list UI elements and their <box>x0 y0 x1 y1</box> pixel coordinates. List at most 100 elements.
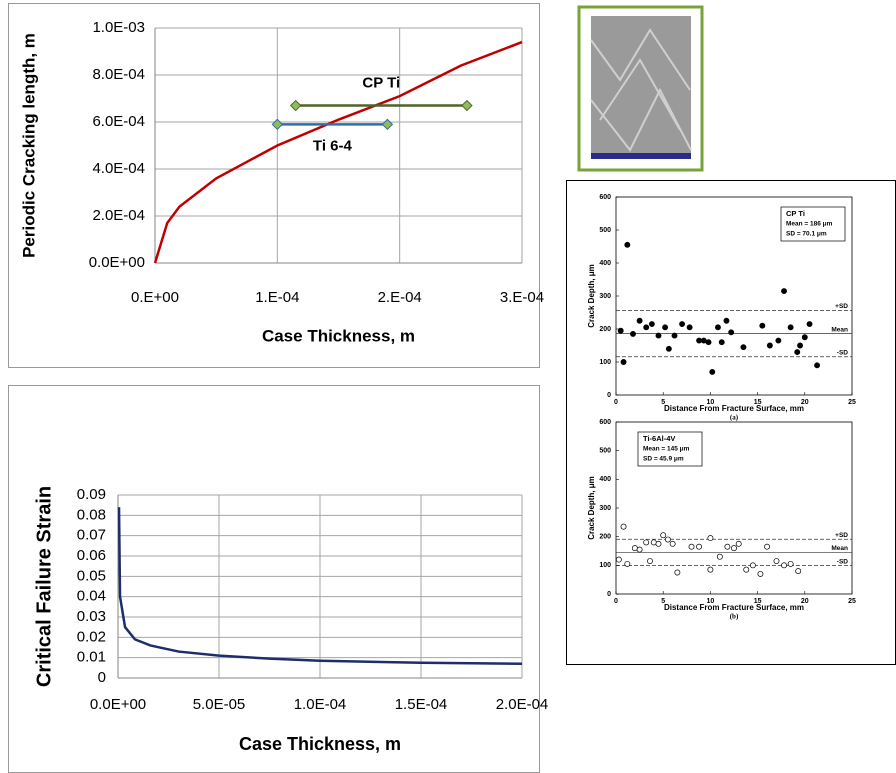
y-tick-label: 100 <box>599 562 611 569</box>
point <box>696 543 703 550</box>
y-tick-label: 0.03 <box>77 608 106 625</box>
point <box>731 545 737 552</box>
y-tick-label: 6.0E-04 <box>92 113 145 130</box>
point <box>794 349 801 356</box>
chart-frame <box>8 385 540 773</box>
y-tick-label: 0.07 <box>77 527 106 544</box>
point <box>647 558 653 564</box>
point <box>740 344 747 351</box>
point <box>795 568 802 575</box>
point <box>620 523 627 530</box>
y-tick-label: 1.0E-03 <box>92 19 145 36</box>
point <box>664 536 671 543</box>
x-tick-label: 3.E-04 <box>500 289 544 306</box>
x-axis-title: Case Thickness, m <box>239 734 401 754</box>
point <box>674 569 681 576</box>
point <box>688 543 695 550</box>
y-tick-label: 0.09 <box>77 486 106 503</box>
x-tick-label: 1.5E-04 <box>395 696 448 713</box>
legend-text: CP Ti <box>786 209 805 218</box>
data-line <box>117 507 523 666</box>
point <box>636 317 643 324</box>
y-tick-label: 0.0E+00 <box>89 254 145 271</box>
marker <box>461 99 473 112</box>
y-tick-label: 4.0E-04 <box>92 160 145 177</box>
point <box>775 337 782 344</box>
point <box>764 543 770 550</box>
x-axis-title: Case Thickness, m <box>262 326 415 345</box>
series-label: Ti 6-4 <box>313 137 353 154</box>
image-texture <box>590 28 692 152</box>
reference-label: -SD <box>837 349 849 356</box>
point <box>766 342 773 349</box>
point <box>655 540 662 547</box>
x-tick-label: 10 <box>707 399 715 406</box>
legend-text: SD = 45.9 μm <box>643 456 684 463</box>
point <box>728 329 735 336</box>
point <box>749 562 756 569</box>
point <box>624 560 631 567</box>
x-tick-label: 5 <box>661 598 665 605</box>
point <box>707 535 714 542</box>
point <box>636 546 643 553</box>
x-tick-label: 0 <box>614 598 618 605</box>
point <box>787 560 794 567</box>
point <box>814 362 821 369</box>
y-tick-label: 0.08 <box>77 506 106 523</box>
x-tick-label: 0 <box>614 399 618 406</box>
point <box>757 570 764 577</box>
legend-box <box>637 431 703 467</box>
point <box>643 324 650 331</box>
point <box>718 339 725 346</box>
panel-frame <box>566 180 896 665</box>
y-tick-label: 500 <box>599 227 611 234</box>
y-tick-label: 0.02 <box>77 628 106 645</box>
legend-box <box>780 206 846 242</box>
legend-text: Ti-6Al-4V <box>643 434 675 443</box>
point <box>643 539 650 546</box>
y-tick-label: 0 <box>607 591 611 598</box>
point <box>806 321 813 327</box>
x-tick-label: 1.0E-04 <box>294 696 347 713</box>
chart-frame <box>8 3 540 368</box>
y-tick-label: 300 <box>599 293 611 300</box>
point <box>662 324 669 331</box>
y-tick-label: 300 <box>599 505 611 512</box>
y-tick-label: 200 <box>599 326 611 333</box>
x-axis-title: Distance From Fracture Surface, mm <box>664 404 804 413</box>
y-axis-title: Periodic Cracking length, m <box>19 33 38 258</box>
marker <box>381 118 394 131</box>
x-tick-label: 0.0E+00 <box>90 696 146 713</box>
y-tick-label: 500 <box>599 448 611 455</box>
y-tick-label: 600 <box>599 419 611 426</box>
x-tick-label: 15 <box>754 598 762 605</box>
point <box>723 317 730 324</box>
point <box>679 321 686 327</box>
point <box>724 543 731 550</box>
point <box>759 322 766 329</box>
reference-label: +SD <box>835 532 848 539</box>
image <box>591 16 691 159</box>
series-label: CP Ti <box>362 75 400 92</box>
y-axis-title: Crack Depth, μm <box>587 476 596 540</box>
y-tick-label: 200 <box>599 534 611 541</box>
point <box>781 288 787 294</box>
point <box>709 368 716 375</box>
point <box>665 345 672 352</box>
point <box>620 359 627 365</box>
image-edge <box>591 153 691 159</box>
point <box>705 339 712 346</box>
legend-text: SD = 70.1 μm <box>786 231 827 238</box>
point <box>735 540 742 547</box>
point <box>707 566 714 573</box>
x-tick-label: 15 <box>754 399 762 406</box>
y-tick-label: 8.0E-04 <box>92 66 145 83</box>
y-tick-label: 0.05 <box>77 567 106 584</box>
point <box>797 342 804 349</box>
point <box>615 556 622 563</box>
reference-label: -SD <box>837 558 849 565</box>
y-axis-title: Critical Failure Strain <box>33 486 55 687</box>
x-tick-label: 5.0E-05 <box>193 696 246 713</box>
y-tick-label: 0 <box>98 669 106 686</box>
